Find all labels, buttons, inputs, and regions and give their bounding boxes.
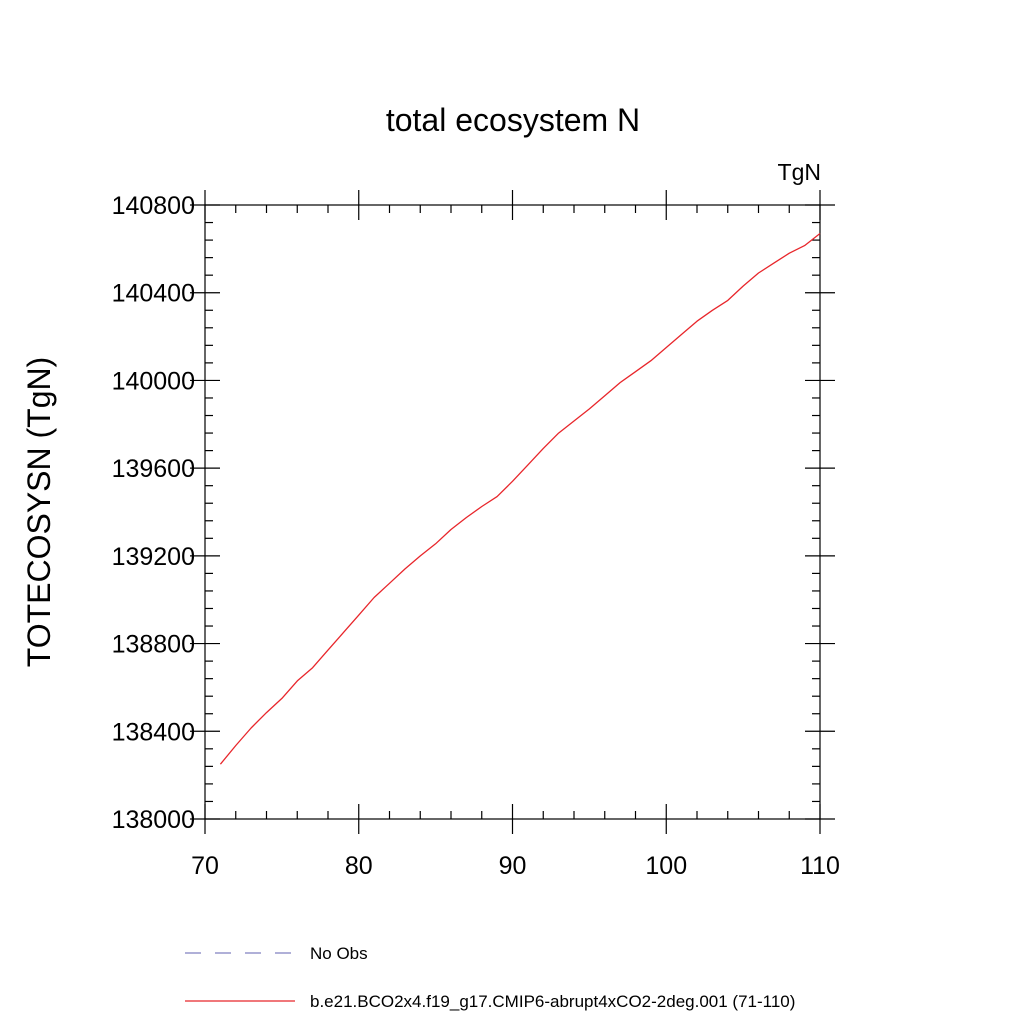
y-tick-label: 139600 — [112, 455, 195, 483]
chart-title: total ecosystem N — [386, 102, 640, 138]
legend-label-no-obs: No Obs — [310, 944, 368, 963]
legend-label-model-run: b.e21.BCO2x4.f19_g17.CMIP6-abrupt4xCO2-2… — [310, 992, 795, 1011]
units-label: TgN — [778, 159, 821, 185]
x-tick-label: 90 — [499, 852, 527, 880]
y-tick-label: 139200 — [112, 543, 195, 571]
plot-frame — [204, 204, 821, 820]
x-tick-label: 110 — [800, 852, 840, 880]
y-tick-label: 140400 — [112, 280, 195, 308]
y-tick-label: 138800 — [112, 631, 195, 659]
axis-tick-labels: 70 80 90 100 110 138000 138400 138800 139200 1396… — [112, 192, 840, 880]
y-tick-label: 138000 — [112, 806, 195, 834]
x-tick-label: 70 — [191, 852, 219, 880]
axis-ticks — [190, 190, 835, 834]
series-line — [219, 232, 821, 765]
y-tick-label: 140000 — [112, 367, 195, 395]
y-tick-label: 138400 — [112, 718, 195, 746]
legend: No Obs b.e21.BCO2x4.f19_g17.CMIP6-abrupt… — [185, 944, 795, 1011]
x-tick-label: 80 — [345, 852, 373, 880]
series-layer — [219, 232, 821, 765]
y-tick-label: 140800 — [112, 192, 195, 220]
y-axis-label: TOTECOSYSN (TgN) — [21, 357, 57, 668]
x-tick-label: 100 — [645, 852, 687, 880]
